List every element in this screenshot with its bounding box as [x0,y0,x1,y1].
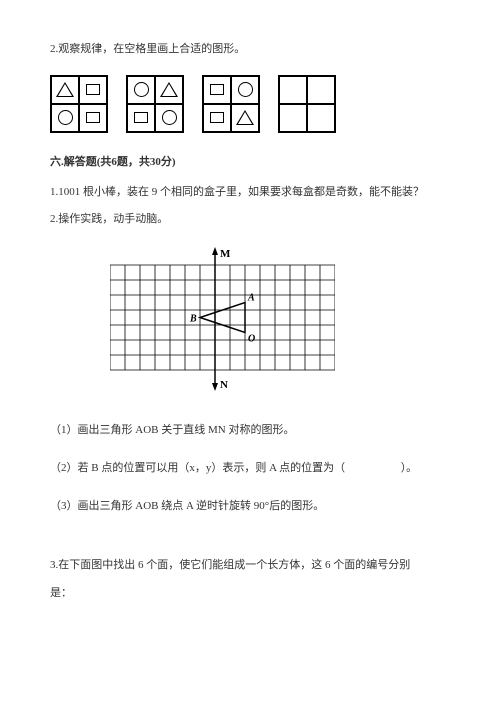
pattern-box [126,75,184,133]
section-6-title: 六.解答题(共6题，共30分) [50,153,450,173]
svg-text:A: A [247,293,255,304]
s6-q1: 1.1001 根小棒，装在 9 个相同的盒子里，如果要求每盒都是奇数，能不能装？ [50,183,450,203]
circle-icon [162,110,177,125]
pattern-cell [127,76,155,104]
pattern-cell [79,104,107,132]
question-2-text: 2.观察规律，在空格里画上合适的图形。 [50,40,450,60]
pattern-cell [79,76,107,104]
s6-q2-sub2: （2）若 B 点的位置可以用（x，y）表示，则 A 点的位置为（ ）。 [50,459,450,479]
pattern-cell [51,104,79,132]
square-icon [86,112,100,123]
pattern-cell [307,104,335,132]
s6-q3-line2: 是： [50,584,450,604]
circle-icon [134,82,149,97]
s6-q2-sub3: （3）画出三角形 AOB 绕点 A 逆时针旋转 90°后的图形。 [50,497,450,517]
grid-svg: M N A B O [110,245,335,395]
pattern-cell [155,76,183,104]
square-icon [210,84,224,95]
square-icon [86,84,100,95]
svg-text:B: B [189,314,197,325]
pattern-cell [279,104,307,132]
triangle-icon [56,82,74,97]
pattern-cell [279,76,307,104]
pattern-cell [231,104,259,132]
s6-q3-line1: 3.在下面图中找出 6 个面，使它们能组成一个长方体，这 6 个面的编号分别 [50,556,450,576]
circle-icon [58,110,73,125]
pattern-cell [51,76,79,104]
pattern-cell [155,104,183,132]
pattern-shapes-row [50,75,450,133]
triangle-icon [236,110,254,125]
s6-q2-sub2-pre: （2）若 B 点的位置可以用（x，y）表示，则 A 点的位置为（ [50,462,345,474]
s6-q2-sub1: （1）画出三角形 AOB 关于直线 MN 对称的图形。 [50,421,450,441]
svg-text:N: N [220,379,228,391]
pattern-cell [203,104,231,132]
circle-icon [238,82,253,97]
pattern-box [202,75,260,133]
square-icon [134,112,148,123]
square-icon [210,112,224,123]
pattern-cell [307,76,335,104]
svg-text:M: M [220,248,231,260]
pattern-cell [231,76,259,104]
pattern-cell [203,76,231,104]
s6-q2: 2.操作实践，动手动脑。 [50,210,450,230]
coordinate-grid-diagram: M N A B O [110,245,450,403]
svg-text:O: O [248,334,255,345]
pattern-box [50,75,108,133]
s6-q2-sub2-post: ）。 [401,462,418,474]
triangle-icon [160,82,178,97]
pattern-cell [127,104,155,132]
pattern-box [278,75,336,133]
